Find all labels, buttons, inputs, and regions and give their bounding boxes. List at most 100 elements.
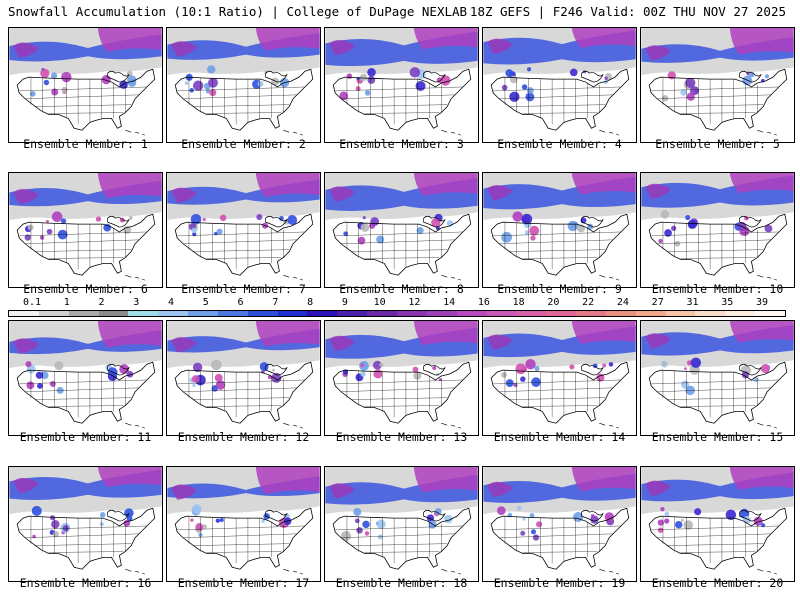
caribbean-islands — [615, 572, 620, 575]
great-lakes — [739, 509, 762, 522]
legend-label: 12 — [408, 297, 421, 308]
northwest-snow-band — [487, 38, 513, 54]
ensemble-member-map — [324, 27, 479, 143]
caribbean-islands — [599, 568, 606, 572]
state-border — [657, 94, 772, 99]
snow-blob — [685, 214, 691, 221]
legend-label: 31 — [686, 297, 699, 308]
state-border — [341, 387, 456, 392]
ensemble-member-map — [640, 172, 795, 288]
snow-blob — [520, 376, 526, 382]
legend-swatch — [9, 311, 39, 316]
snow-blob — [680, 89, 687, 96]
legend-label: 14 — [443, 297, 456, 308]
state-border — [34, 397, 132, 400]
snow-blob — [753, 516, 763, 526]
snow-blob — [31, 505, 42, 516]
snow-blob — [604, 76, 608, 80]
snowfall-map — [167, 321, 320, 429]
ensemble-member-label: Ensemble Member: 4 — [497, 137, 622, 151]
legend-label: 8 — [307, 297, 314, 308]
ensemble-member-label: Ensemble Member: 12 — [177, 430, 310, 444]
snow-blob — [362, 216, 366, 220]
snow-blob — [208, 77, 218, 88]
snow-blob — [50, 515, 56, 521]
snow-blob — [54, 361, 64, 371]
ensemble-member-label: Ensemble Member: 1 — [23, 137, 148, 151]
snow-blob — [128, 215, 133, 220]
northwest-snow-band — [13, 188, 39, 205]
caribbean-islands — [283, 568, 290, 572]
northwest-snow-band — [487, 185, 513, 201]
us-border — [332, 507, 472, 570]
state-border — [522, 405, 598, 407]
snow-blob — [657, 527, 664, 533]
state-border — [666, 104, 764, 107]
state-border — [34, 543, 132, 546]
state-border — [651, 379, 779, 385]
snow-blob — [744, 216, 749, 221]
snow-blob — [192, 362, 203, 373]
state-border — [350, 249, 448, 252]
snow-blob — [761, 523, 766, 528]
snow-blob — [51, 520, 60, 529]
state-border — [183, 533, 298, 538]
great-lakes — [581, 509, 604, 522]
snow-blob — [24, 234, 31, 241]
legend-swatch — [396, 311, 427, 316]
snow-blob — [513, 383, 518, 388]
caribbean-islands — [457, 133, 462, 136]
ensemble-member-label: Ensemble Member: 11 — [19, 430, 152, 444]
snow-blob — [205, 89, 210, 94]
ensemble-member-label: Ensemble Member: 10 — [651, 282, 784, 296]
snow-blob — [680, 518, 684, 522]
state-border — [183, 94, 298, 99]
snow-blob — [215, 518, 221, 523]
us-border — [490, 68, 630, 131]
great-lakes — [107, 70, 130, 83]
snow-blob — [658, 238, 663, 244]
legend-swatch — [456, 311, 487, 316]
snow-blob — [214, 373, 223, 382]
snow-blob — [40, 68, 50, 79]
snow-blob — [45, 219, 49, 223]
state-border — [48, 405, 124, 407]
caribbean-islands — [135, 424, 140, 427]
snow-blob — [431, 218, 441, 228]
snowfall-map — [483, 173, 636, 281]
northwest-snow-band — [171, 187, 197, 203]
ensemble-member-map — [8, 172, 163, 288]
state-border — [34, 249, 132, 252]
snow-blob — [215, 380, 226, 390]
northwest-snow-band — [645, 45, 671, 61]
state-border — [657, 239, 772, 244]
snow-blob — [661, 361, 667, 367]
snow-blob — [360, 363, 365, 368]
snow-blob — [529, 225, 540, 236]
snow-blob — [27, 224, 34, 231]
caribbean-islands — [135, 131, 140, 134]
ensemble-member-map — [640, 466, 795, 582]
caribbean-islands — [299, 133, 304, 136]
snow-blob — [99, 512, 106, 518]
state-border — [350, 397, 448, 400]
caribbean-islands — [757, 422, 764, 426]
legend-label: 35 — [721, 297, 734, 308]
state-border — [508, 543, 606, 546]
snowfall-map — [167, 173, 320, 281]
snow-blob — [674, 520, 683, 529]
caribbean-islands — [141, 572, 146, 575]
state-border — [19, 231, 147, 237]
snow-blob — [674, 240, 681, 247]
snow-blob — [364, 90, 371, 96]
snow-blob — [604, 512, 615, 522]
snow-blob — [61, 71, 72, 83]
us-border — [648, 68, 788, 131]
snow-blob — [522, 366, 528, 372]
us-border — [332, 361, 472, 424]
snow-blob — [103, 223, 112, 232]
ensemble-member-label: Ensemble Member: 9 — [497, 282, 622, 296]
state-border — [493, 231, 621, 237]
heavy-snow-band — [167, 476, 320, 499]
state-border — [183, 239, 298, 244]
